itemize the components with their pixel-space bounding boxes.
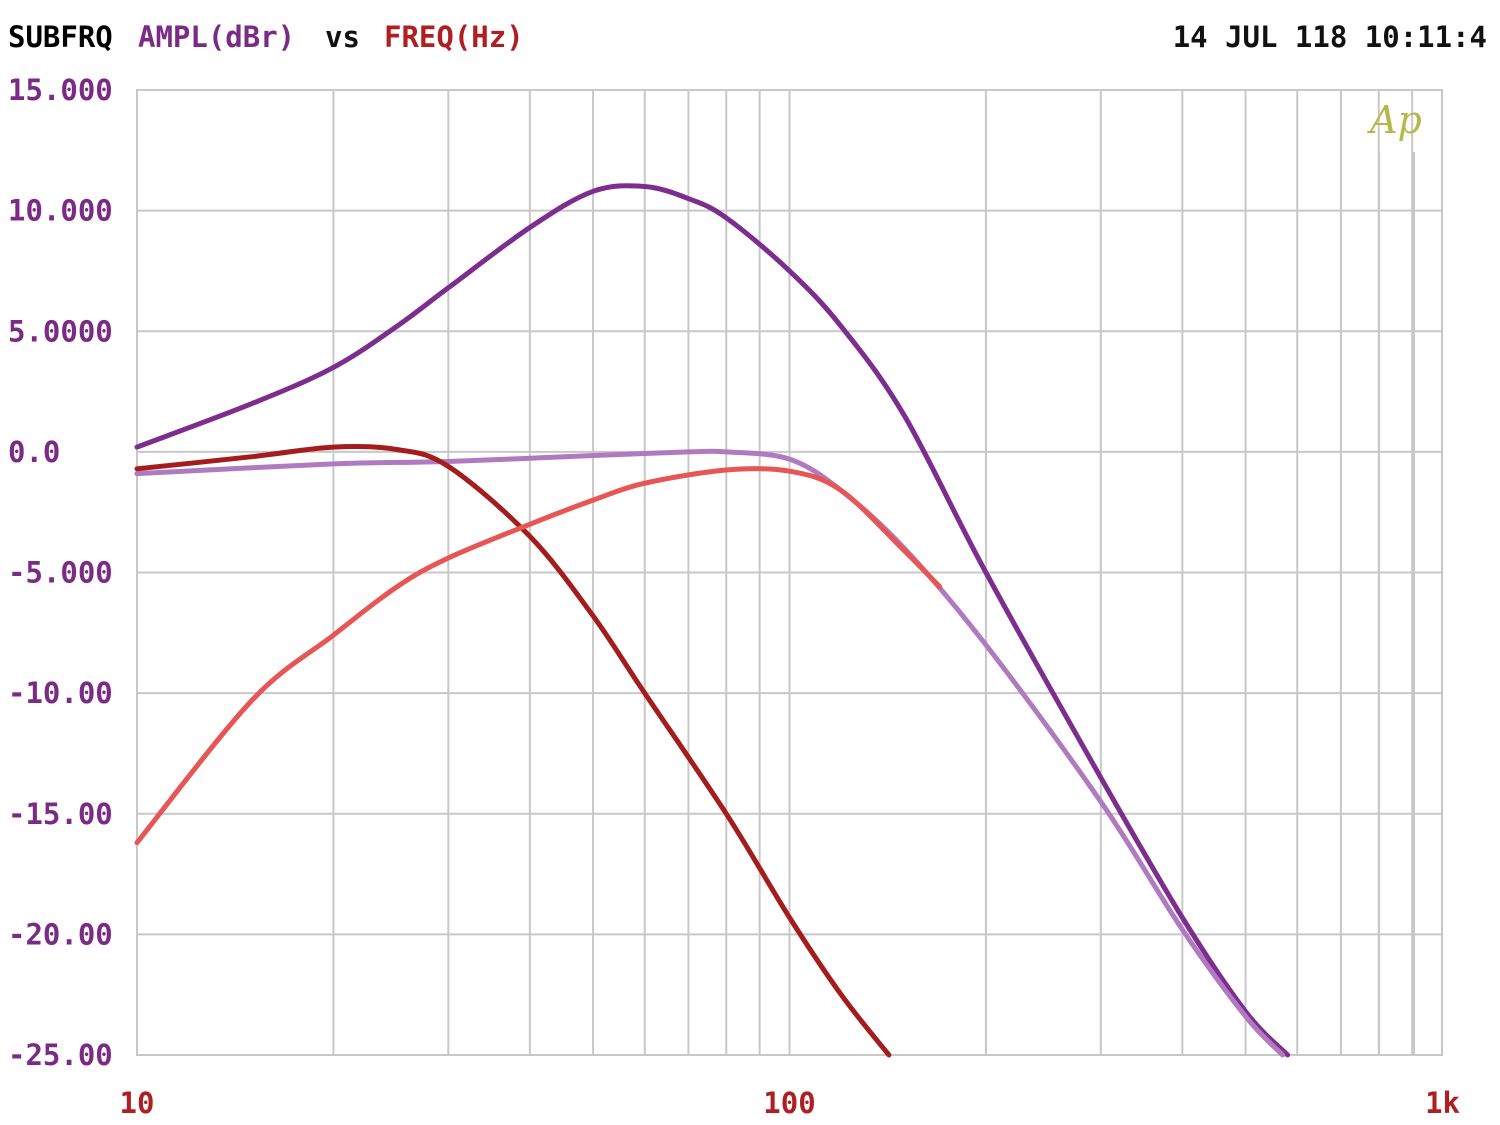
y-axis-label: AMPL(dBr) — [138, 20, 295, 54]
timestamp: 14 JUL 118 10:11:4 — [1173, 20, 1487, 54]
watermark-lines — [1378, 152, 1415, 1055]
header-prefix: SUBFRQ — [8, 20, 113, 54]
y-tick-labels: 15.000 10.000 5.0000 0.0 -5.000 -10.00 -15.00 -… — [8, 73, 113, 1072]
y-tick-label: 15.000 — [8, 73, 113, 107]
series-group — [134, 183, 1291, 1058]
series-line-3 — [134, 443, 892, 1058]
y-tick-label: -10.00 — [8, 676, 113, 710]
grid — [137, 90, 1442, 1055]
x-tick-label: 100 — [763, 1086, 815, 1120]
y-tick-label: 0.0 — [8, 435, 60, 469]
y-tick-label: -20.00 — [8, 917, 113, 951]
plot-frame — [136, 89, 1443, 1056]
series-line-2 — [134, 448, 1286, 1058]
y-tick-label: -25.00 — [8, 1038, 113, 1072]
x-axis-label: FREQ(Hz) — [384, 20, 524, 54]
series-line-4 — [134, 466, 943, 846]
x-tick-label: 10 — [120, 1086, 155, 1120]
y-tick-label: 10.000 — [8, 194, 113, 228]
series-line-1 — [134, 183, 1291, 1058]
x-tick-labels: 10 100 1k — [120, 1086, 1460, 1120]
y-tick-label: -5.000 — [8, 556, 113, 590]
header-vs: vs — [325, 20, 360, 54]
y-tick-label: -15.00 — [8, 797, 113, 831]
ap-logo-watermark: Ap — [1367, 98, 1422, 142]
x-tick-label: 1k — [1425, 1086, 1460, 1120]
y-tick-label: 5.0000 — [8, 314, 113, 348]
